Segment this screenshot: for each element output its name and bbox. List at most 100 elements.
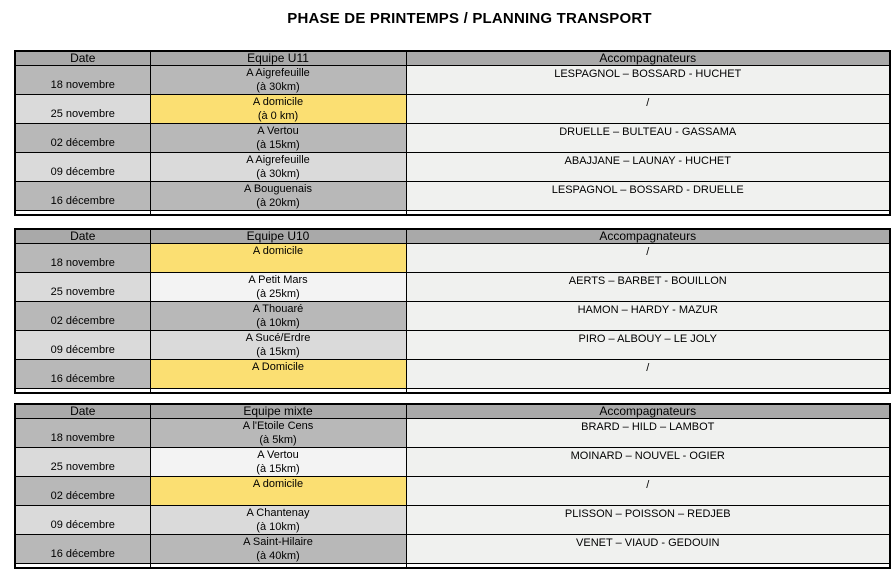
column-header-date: Date [14,50,151,66]
column-header-team: Equipe U11 [149,50,407,66]
venue-name: A domicile [252,245,304,257]
venue-distance: (à 10km) [256,520,300,533]
header-row: Date Equipe U11 Accompagnateurs [14,50,891,66]
date-cell: 18 novembre [14,65,151,95]
companions-cell: VENET – VIAUD - GEDOUIN [405,534,891,564]
venue-distance: (à 20km) [256,196,300,209]
companions-cell: LESPAGNOL – BOSSARD - DRUELLE [405,181,891,211]
date-cell: 18 novembre [14,418,151,448]
companions-cell: / [405,359,891,389]
venue-cell-home: A domicile [149,243,407,273]
companions-cell: / [405,476,891,506]
date-cell: 16 décembre [14,534,151,564]
venue-cell-home: A domicile (à 0 km) [149,94,407,124]
spacer-row [14,563,891,568]
table-row: 16 décembre A Domicile / [14,359,891,389]
venue-cell: A l'Etoile Cens (à 5km) [149,418,407,448]
table-row: 18 novembre A l'Etoile Cens (à 5km) BRAR… [14,418,891,448]
date-cell: 25 novembre [14,447,151,477]
venue-distance: (à 15km) [256,462,300,475]
companions-cell: / [405,94,891,124]
spacer-row [14,210,891,215]
companions-cell: MOINARD – NOUVEL - OGIER [405,447,891,477]
column-header-companions: Accompagnateurs [405,228,891,244]
venue-cell: A Chantenay (à 10km) [149,505,407,535]
venue-name: A Vertou [257,449,299,461]
header-row: Date Equipe mixte Accompagnateurs [14,403,891,419]
venue-cell-home: A domicile [149,476,407,506]
table-row: 16 décembre A Bouguenais (à 20km) LESPAG… [14,181,891,211]
table-row: 09 décembre A Aigrefeuille (à 30km) ABAJ… [14,152,891,182]
column-header-date: Date [14,403,151,419]
date-cell: 02 décembre [14,476,151,506]
venue-name: A Chantenay [246,507,310,519]
companions-cell: PLISSON – POISSON – REDJEB [405,505,891,535]
date-cell: 16 décembre [14,359,151,389]
companions-cell: BRARD – HILD – LAMBOT [405,418,891,448]
table-u11: Date Equipe U11 Accompagnateurs 18 novem… [14,50,891,216]
companions-cell: LESPAGNOL – BOSSARD - HUCHET [405,65,891,95]
venue-distance: (à 5km) [259,433,297,446]
page-title: PHASE DE PRINTEMPS / PLANNING TRANSPORT [287,10,652,27]
date-cell: 09 décembre [14,152,151,182]
table-row: 18 novembre A Aigrefeuille (à 30km) LESP… [14,65,891,95]
venue-cell-home: A Domicile [149,359,407,389]
venue-name: A domicile [252,96,304,108]
venue-name: A Vertou [257,125,299,137]
venue-cell: A Petit Mars (à 25km) [149,272,407,302]
venue-distance: (à 30km) [256,80,300,93]
venue-distance: (à 0 km) [257,109,299,122]
venue-distance: (à 25km) [256,287,300,300]
table-mixte: Date Equipe mixte Accompagnateurs 18 nov… [14,403,891,569]
companions-cell: PIRO – ALBOUY – LE JOLY [405,330,891,360]
venue-name: A Petit Mars [248,274,308,286]
date-cell: 18 novembre [14,243,151,273]
table-row: 25 novembre A Petit Mars (à 25km) AERTS … [14,272,891,302]
companions-cell: HAMON – HARDY - MAZUR [405,301,891,331]
date-cell: 09 décembre [14,505,151,535]
column-header-companions: Accompagnateurs [405,50,891,66]
venue-cell: A Saint-Hilaire (à 40km) [149,534,407,564]
table-row: 09 décembre A Chantenay (à 10km) PLISSON… [14,505,891,535]
table-row: 25 novembre A domicile (à 0 km) / [14,94,891,124]
spacer-row [14,388,891,393]
venue-distance: (à 10km) [256,316,300,329]
table-row: 09 décembre A Sucé/Erdre (à 15km) PIRO –… [14,330,891,360]
header-row: Date Equipe U10 Accompagnateurs [14,228,891,244]
companions-cell: AERTS – BARBET - BOUILLON [405,272,891,302]
venue-name: A Thouaré [252,303,304,315]
venue-cell: A Aigrefeuille (à 30km) [149,152,407,182]
venue-name: A Saint-Hilaire [243,536,313,548]
date-cell: 02 décembre [14,301,151,331]
table-row: 16 décembre A Saint-Hilaire (à 40km) VEN… [14,534,891,564]
venue-name: A l'Etoile Cens [242,420,314,432]
venue-distance: (à 30km) [256,167,300,180]
venue-name: A Bouguenais [244,183,312,195]
venue-cell: A Sucé/Erdre (à 15km) [149,330,407,360]
venue-name: A Sucé/Erdre [245,332,311,344]
table-row: 18 novembre A domicile / [14,243,891,273]
date-cell: 25 novembre [14,94,151,124]
column-header-team: Equipe mixte [149,403,407,419]
venue-cell: A Vertou (à 15km) [149,123,407,153]
companions-cell: ABAJJANE – LAUNAY - HUCHET [405,152,891,182]
date-cell: 02 décembre [14,123,151,153]
column-header-team: Equipe U10 [149,228,407,244]
venue-distance: (à 40km) [256,549,300,562]
table-row: 02 décembre A Vertou (à 15km) DRUELLE – … [14,123,891,153]
table-row: 25 novembre A Vertou (à 15km) MOINARD – … [14,447,891,477]
date-cell: 25 novembre [14,272,151,302]
venue-cell: A Vertou (à 15km) [149,447,407,477]
venue-name: A domicile [252,478,304,490]
date-cell: 09 décembre [14,330,151,360]
venue-distance: (à 15km) [256,138,300,151]
date-cell: 16 décembre [14,181,151,211]
table-row: 02 décembre A Thouaré (à 10km) HAMON – H… [14,301,891,331]
venue-name: A Aigrefeuille [246,154,310,166]
venue-cell: A Thouaré (à 10km) [149,301,407,331]
venue-cell: A Bouguenais (à 20km) [149,181,407,211]
companions-cell: / [405,243,891,273]
table-u10: Date Equipe U10 Accompagnateurs 18 novem… [14,228,891,394]
venue-cell: A Aigrefeuille (à 30km) [149,65,407,95]
venue-name: A Domicile [252,361,304,373]
